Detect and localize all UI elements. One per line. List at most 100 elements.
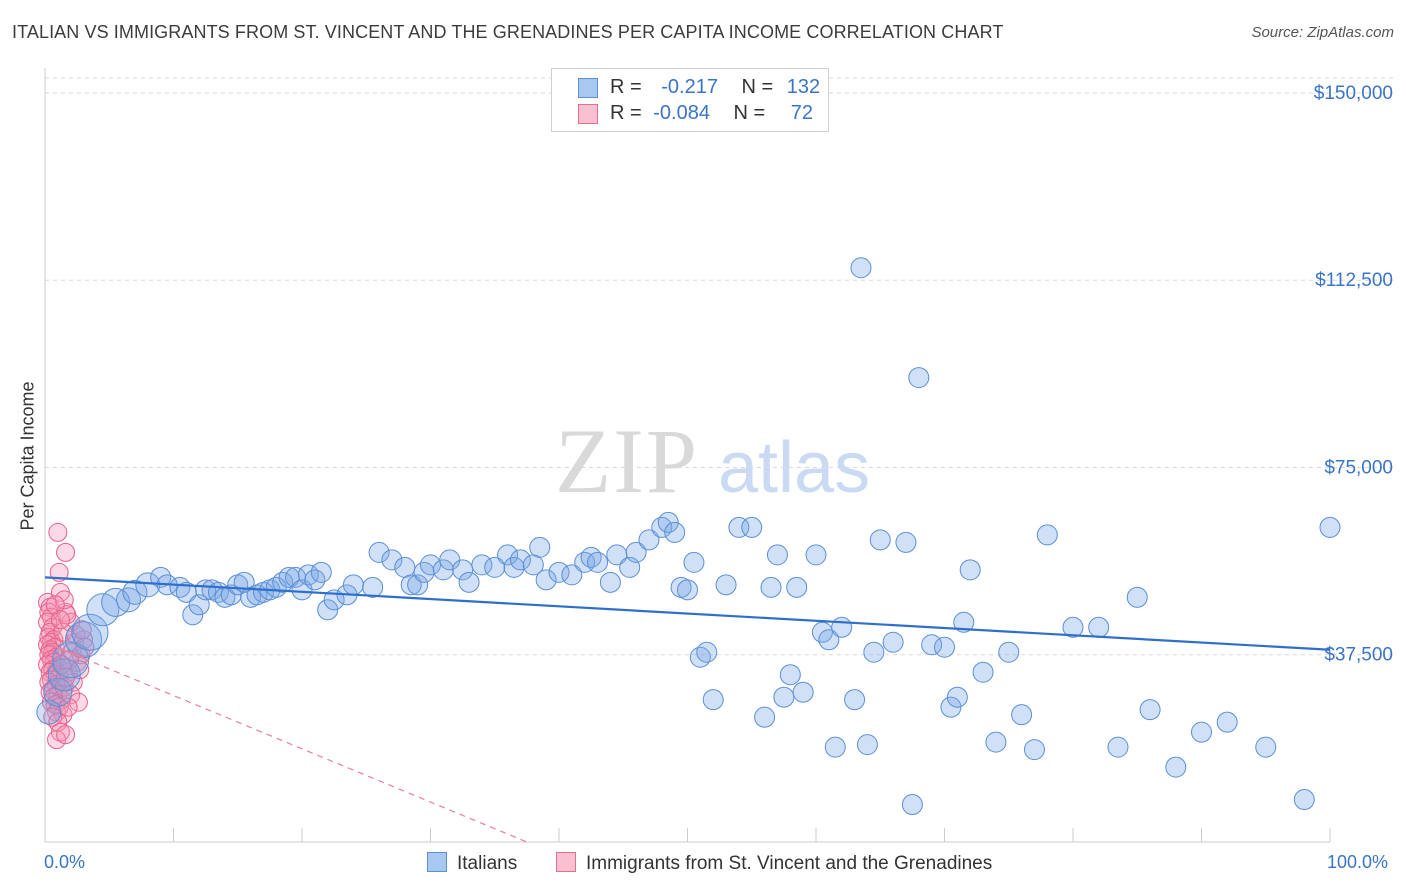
- data-point-italians: [972, 661, 994, 683]
- legend-item-italians: Italians: [427, 852, 517, 875]
- data-point-italians: [1088, 616, 1110, 638]
- y-axis-label: Per Capita Income: [17, 381, 38, 531]
- data-point-italians: [1023, 739, 1045, 761]
- data-point-italians: [1139, 699, 1161, 721]
- data-point-svg: [48, 522, 68, 542]
- legend-r-value: -0.217: [661, 76, 718, 98]
- data-point-italians: [1191, 721, 1212, 743]
- data-point-italians: [1062, 616, 1084, 638]
- data-point-italians: [664, 521, 686, 543]
- data-point-italians: [561, 564, 583, 586]
- y-tick-label: $75,000: [1324, 457, 1393, 478]
- legend-n-value: 132: [786, 76, 821, 98]
- data-point-svg: [68, 692, 88, 712]
- data-point-italians: [368, 541, 390, 563]
- data-point-italians: [86, 593, 120, 627]
- data-point-italians: [908, 367, 930, 389]
- data-point-italians: [779, 664, 801, 686]
- legend-r-label: R =: [610, 102, 642, 124]
- data-point-italians: [420, 554, 441, 576]
- data-point-svg: [56, 725, 76, 745]
- data-point-italians: [934, 636, 955, 658]
- data-point-italians: [1216, 711, 1238, 733]
- source-text: Source: ZipAtlas.com: [1251, 24, 1394, 41]
- legend-n-label: N =: [733, 102, 766, 124]
- y-tick-label: $150,000: [1314, 83, 1393, 104]
- watermark-atlas: atlas: [718, 428, 870, 508]
- data-point-italians: [715, 574, 737, 596]
- y-tick-label: $112,500: [1315, 270, 1393, 291]
- data-point-italians: [940, 696, 962, 718]
- legend-swatch-italians: [427, 852, 447, 872]
- data-point-svg: [45, 595, 65, 615]
- data-point-italians: [677, 579, 698, 601]
- data-point-svg: [54, 590, 74, 610]
- axis-layer: [44, 68, 1331, 843]
- data-point-italians: [535, 569, 557, 591]
- data-point-italians: [702, 689, 724, 711]
- data-point-italians: [741, 516, 763, 538]
- series-italians-points: [36, 257, 1341, 816]
- data-point-italians: [587, 551, 609, 573]
- data-point-italians: [182, 604, 204, 626]
- x-tick-min: 0.0%: [44, 852, 86, 872]
- data-point-italians: [856, 734, 878, 756]
- data-point-italians: [381, 549, 403, 571]
- data-point-italians: [342, 574, 364, 596]
- data-point-italians: [805, 544, 827, 566]
- data-point-italians: [831, 616, 853, 638]
- data-point-svg: [50, 610, 70, 630]
- data-point-italians: [407, 574, 429, 596]
- legend-swatch-svg: [578, 104, 598, 124]
- legend-label-svg: Immigrants from St. Vincent and the Gren…: [586, 853, 993, 874]
- data-point-italians: [122, 579, 148, 605]
- data-point-italians: [901, 794, 923, 816]
- data-point-italians: [310, 561, 332, 583]
- data-point-italians: [946, 686, 968, 708]
- y-tick-labels: $37,500 $75,000 $112,500 $150,000: [1314, 83, 1393, 666]
- trend-lines: [44, 576, 1331, 843]
- data-point-italians: [116, 587, 142, 613]
- data-point-italians: [400, 574, 422, 596]
- data-point-italians: [766, 544, 788, 566]
- y-tick-label: $37,500: [1324, 645, 1393, 666]
- trend-line-italians: [44, 576, 1331, 651]
- data-point-italians: [497, 544, 519, 566]
- data-point-svg: [58, 697, 78, 717]
- data-point-italians: [959, 559, 981, 581]
- data-point-italians: [818, 629, 840, 651]
- data-point-italians: [882, 631, 904, 653]
- data-point-italians: [754, 706, 776, 728]
- watermark-zip: ZIP: [555, 410, 699, 512]
- data-point-italians: [895, 531, 917, 553]
- legend-n-value: 72: [790, 102, 814, 124]
- grid-layer: [45, 77, 1395, 656]
- data-point-italians: [317, 599, 339, 621]
- data-point-italians: [43, 677, 73, 707]
- data-point-italians: [985, 731, 1007, 753]
- data-point-italians: [760, 576, 782, 598]
- data-point-italians: [1011, 704, 1033, 726]
- data-point-italians: [362, 576, 384, 598]
- data-point-italians: [1107, 736, 1129, 758]
- data-point-italians: [625, 541, 647, 563]
- data-point-italians: [869, 529, 891, 551]
- data-point-svg: [72, 620, 92, 640]
- data-point-svg: [38, 592, 58, 612]
- legend-item-svg: Immigrants from St. Vincent and the Gren…: [556, 852, 992, 875]
- data-point-svg: [47, 730, 67, 750]
- correlation-legend: R = -0.217 N = 132 R = -0.084 N = 72: [551, 68, 829, 132]
- data-point-italians: [484, 556, 506, 578]
- data-point-italians: [548, 561, 570, 583]
- data-point-italians: [850, 257, 872, 279]
- trend-line-svg: [83, 657, 528, 843]
- data-point-italians: [921, 634, 943, 656]
- data-point-italians: [786, 576, 808, 598]
- data-point-italians: [998, 641, 1020, 663]
- legend-r-value: -0.084: [653, 102, 710, 124]
- legend-r-label: R =: [610, 76, 642, 98]
- legend-swatch-italians: [578, 78, 598, 98]
- data-point-italians: [458, 571, 480, 593]
- data-point-italians: [1255, 736, 1277, 758]
